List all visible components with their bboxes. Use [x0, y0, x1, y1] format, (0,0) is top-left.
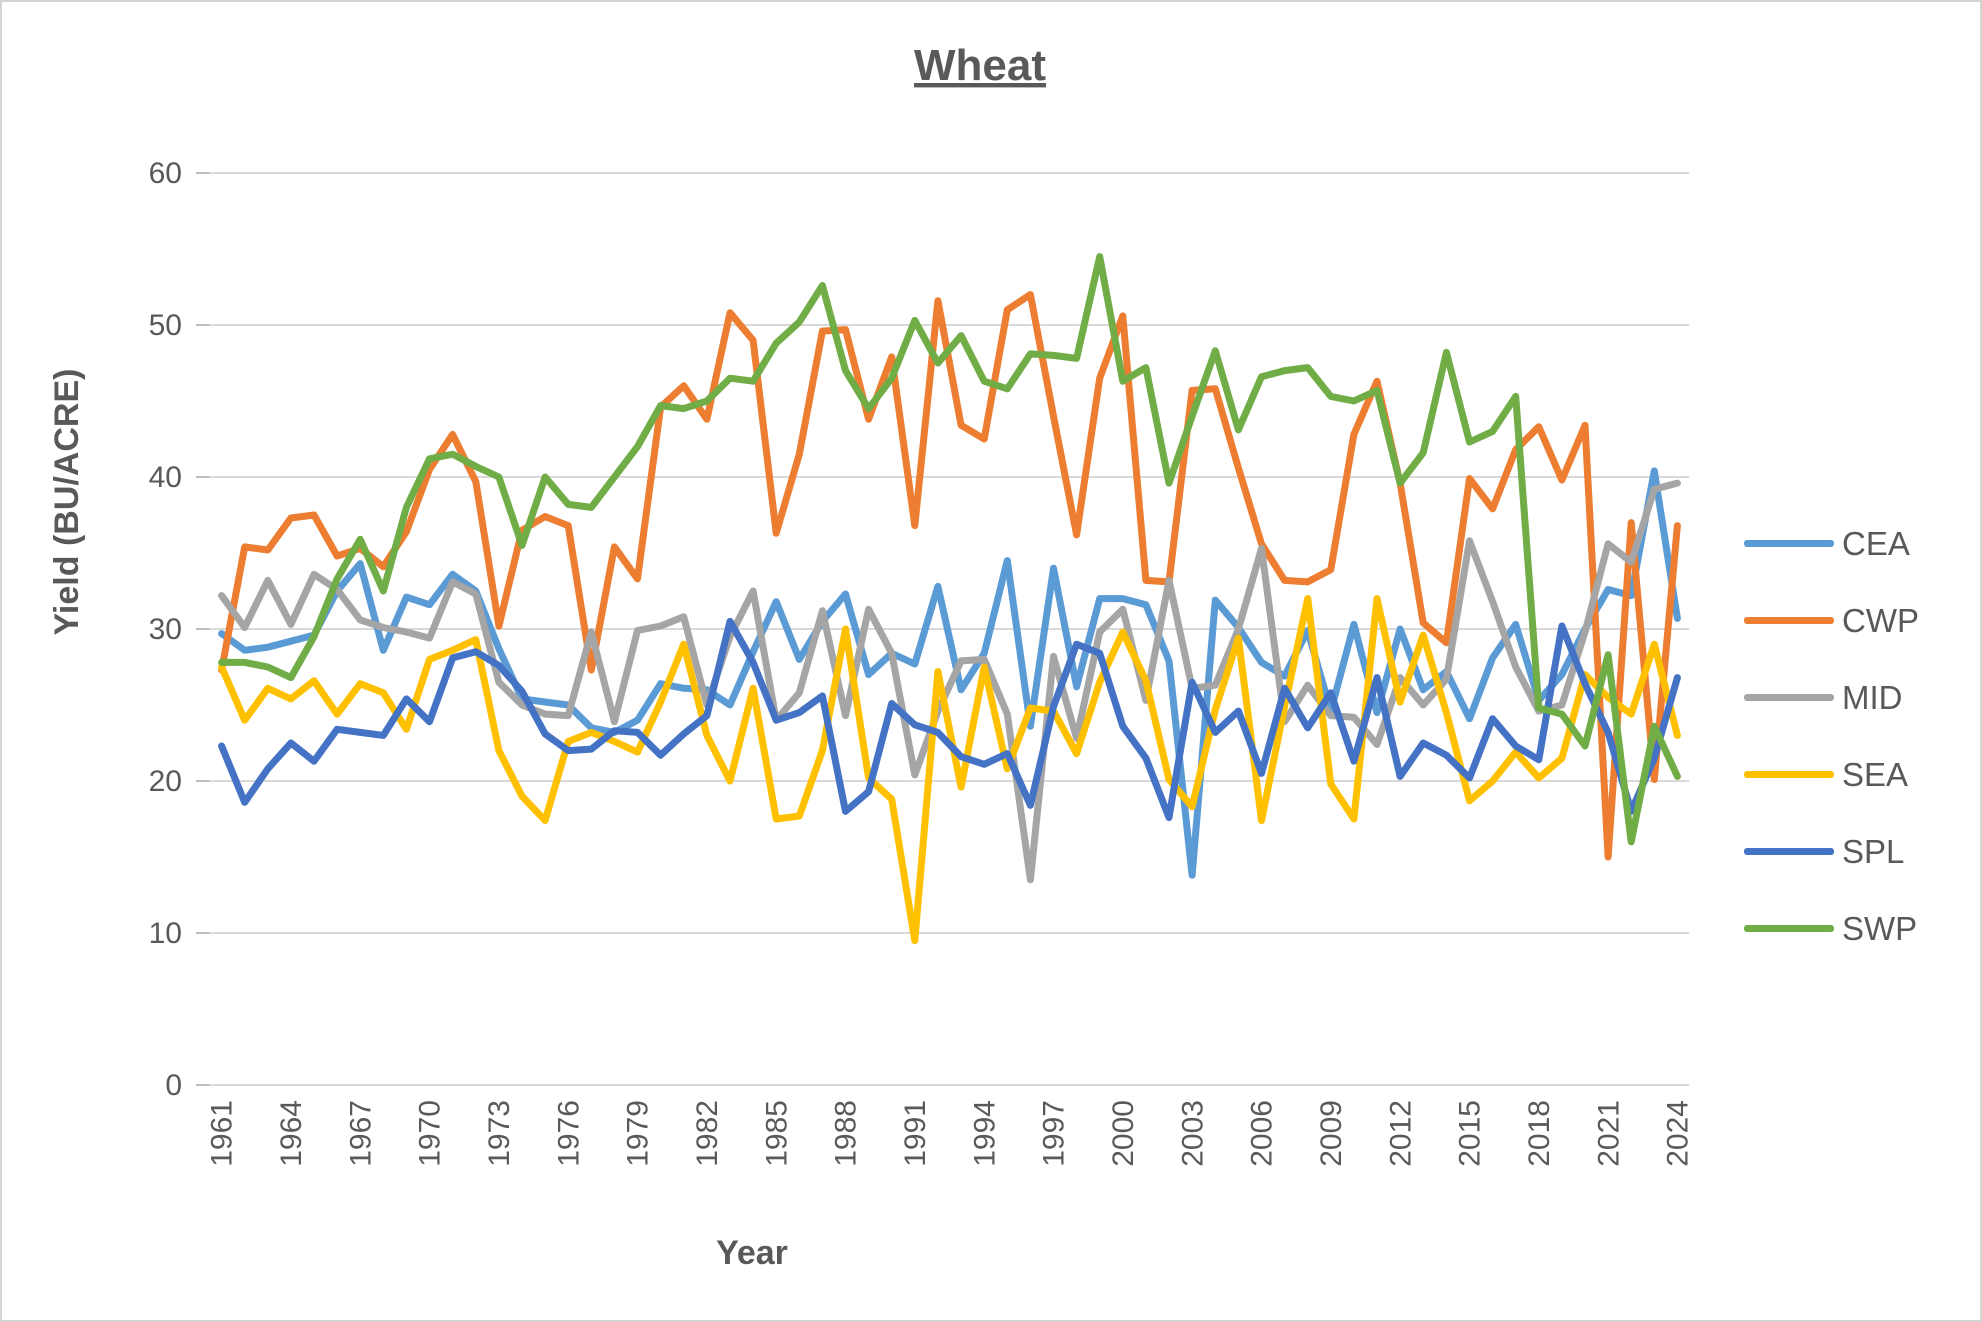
y-tick-label-20: 20 [149, 765, 182, 798]
y-tick-label-50: 50 [149, 309, 182, 342]
y-tick-label-60: 60 [149, 157, 182, 190]
x-tick-label-1997: 1997 [1038, 1100, 1071, 1167]
x-tick-label-2000: 2000 [1107, 1100, 1140, 1167]
legend-item-CWP[interactable]: CWP [1744, 582, 1919, 659]
x-tick-label-2012: 2012 [1384, 1100, 1417, 1167]
x-tick-label-2024: 2024 [1662, 1100, 1695, 1167]
x-tick-label-2003: 2003 [1176, 1100, 1209, 1167]
x-tick-label-1979: 1979 [622, 1100, 655, 1167]
chart-title: Wheat [914, 41, 1046, 90]
y-axis-tick-labels: 0 10 20 30 40 50 60 [149, 157, 182, 1102]
x-tick-label-1967: 1967 [344, 1100, 377, 1167]
x-axis-title: Year [716, 1234, 788, 1272]
y-tick-label-10: 10 [149, 917, 182, 950]
x-tick-label-1991: 1991 [899, 1100, 932, 1167]
x-tick-label-1970: 1970 [414, 1100, 447, 1167]
legend-label-SWP: SWP [1842, 909, 1918, 947]
legend-label-SPL: SPL [1842, 832, 1905, 870]
x-axis-tick-labels: 1961 1964 1967 1970 1973 1976 1979 1982 1985 1988… [206, 1100, 1695, 1167]
x-tick-label-2006: 2006 [1246, 1100, 1279, 1167]
x-tick-label-2018: 2018 [1523, 1100, 1556, 1167]
legend-swatch-SWP [1744, 925, 1834, 932]
series-lines [218, 253, 1681, 945]
series-line-SPL [218, 617, 1681, 821]
legend-label-CWP: CWP [1842, 601, 1919, 639]
gridlines [196, 172, 1689, 1086]
legend-label-SEA: SEA [1842, 755, 1909, 793]
legend-item-SPL[interactable]: SPL [1744, 813, 1919, 890]
legend-item-MID[interactable]: MID [1744, 659, 1919, 736]
series-line-MID [218, 479, 1681, 884]
x-tick-label-1976: 1976 [552, 1100, 585, 1167]
y-axis-title: Yield (BU/ACRE) [48, 369, 86, 636]
legend-label-CEA: CEA [1842, 524, 1910, 562]
y-tick-label-30: 30 [149, 613, 182, 646]
x-tick-label-1961: 1961 [206, 1100, 239, 1167]
series-line-SEA [218, 595, 1681, 945]
x-tick-label-1985: 1985 [760, 1100, 793, 1167]
x-tick-label-1964: 1964 [275, 1100, 308, 1167]
legend-swatch-CWP [1744, 617, 1834, 624]
x-tick-label-1994: 1994 [968, 1100, 1001, 1167]
x-tick-label-1988: 1988 [830, 1100, 863, 1167]
x-tick-label-2015: 2015 [1454, 1100, 1487, 1167]
legend: CEA CWP MID SEA SPL SWP [1744, 505, 1919, 967]
x-tick-label-2009: 2009 [1315, 1100, 1348, 1167]
legend-label-MID: MID [1842, 678, 1903, 716]
y-tick-label-0: 0 [165, 1069, 182, 1102]
x-tick-label-2021: 2021 [1592, 1100, 1625, 1167]
legend-swatch-CEA [1744, 540, 1834, 547]
legend-swatch-SPL [1744, 848, 1834, 855]
x-tick-label-1973: 1973 [483, 1100, 516, 1167]
series-line-SWP [218, 253, 1681, 846]
legend-item-CEA[interactable]: CEA [1744, 505, 1919, 582]
y-tick-label-40: 40 [149, 461, 182, 494]
legend-swatch-SEA [1744, 771, 1834, 778]
legend-item-SWP[interactable]: SWP [1744, 890, 1919, 967]
legend-swatch-MID [1744, 694, 1834, 701]
legend-item-SEA[interactable]: SEA [1744, 736, 1919, 813]
x-tick-label-1982: 1982 [691, 1100, 724, 1167]
